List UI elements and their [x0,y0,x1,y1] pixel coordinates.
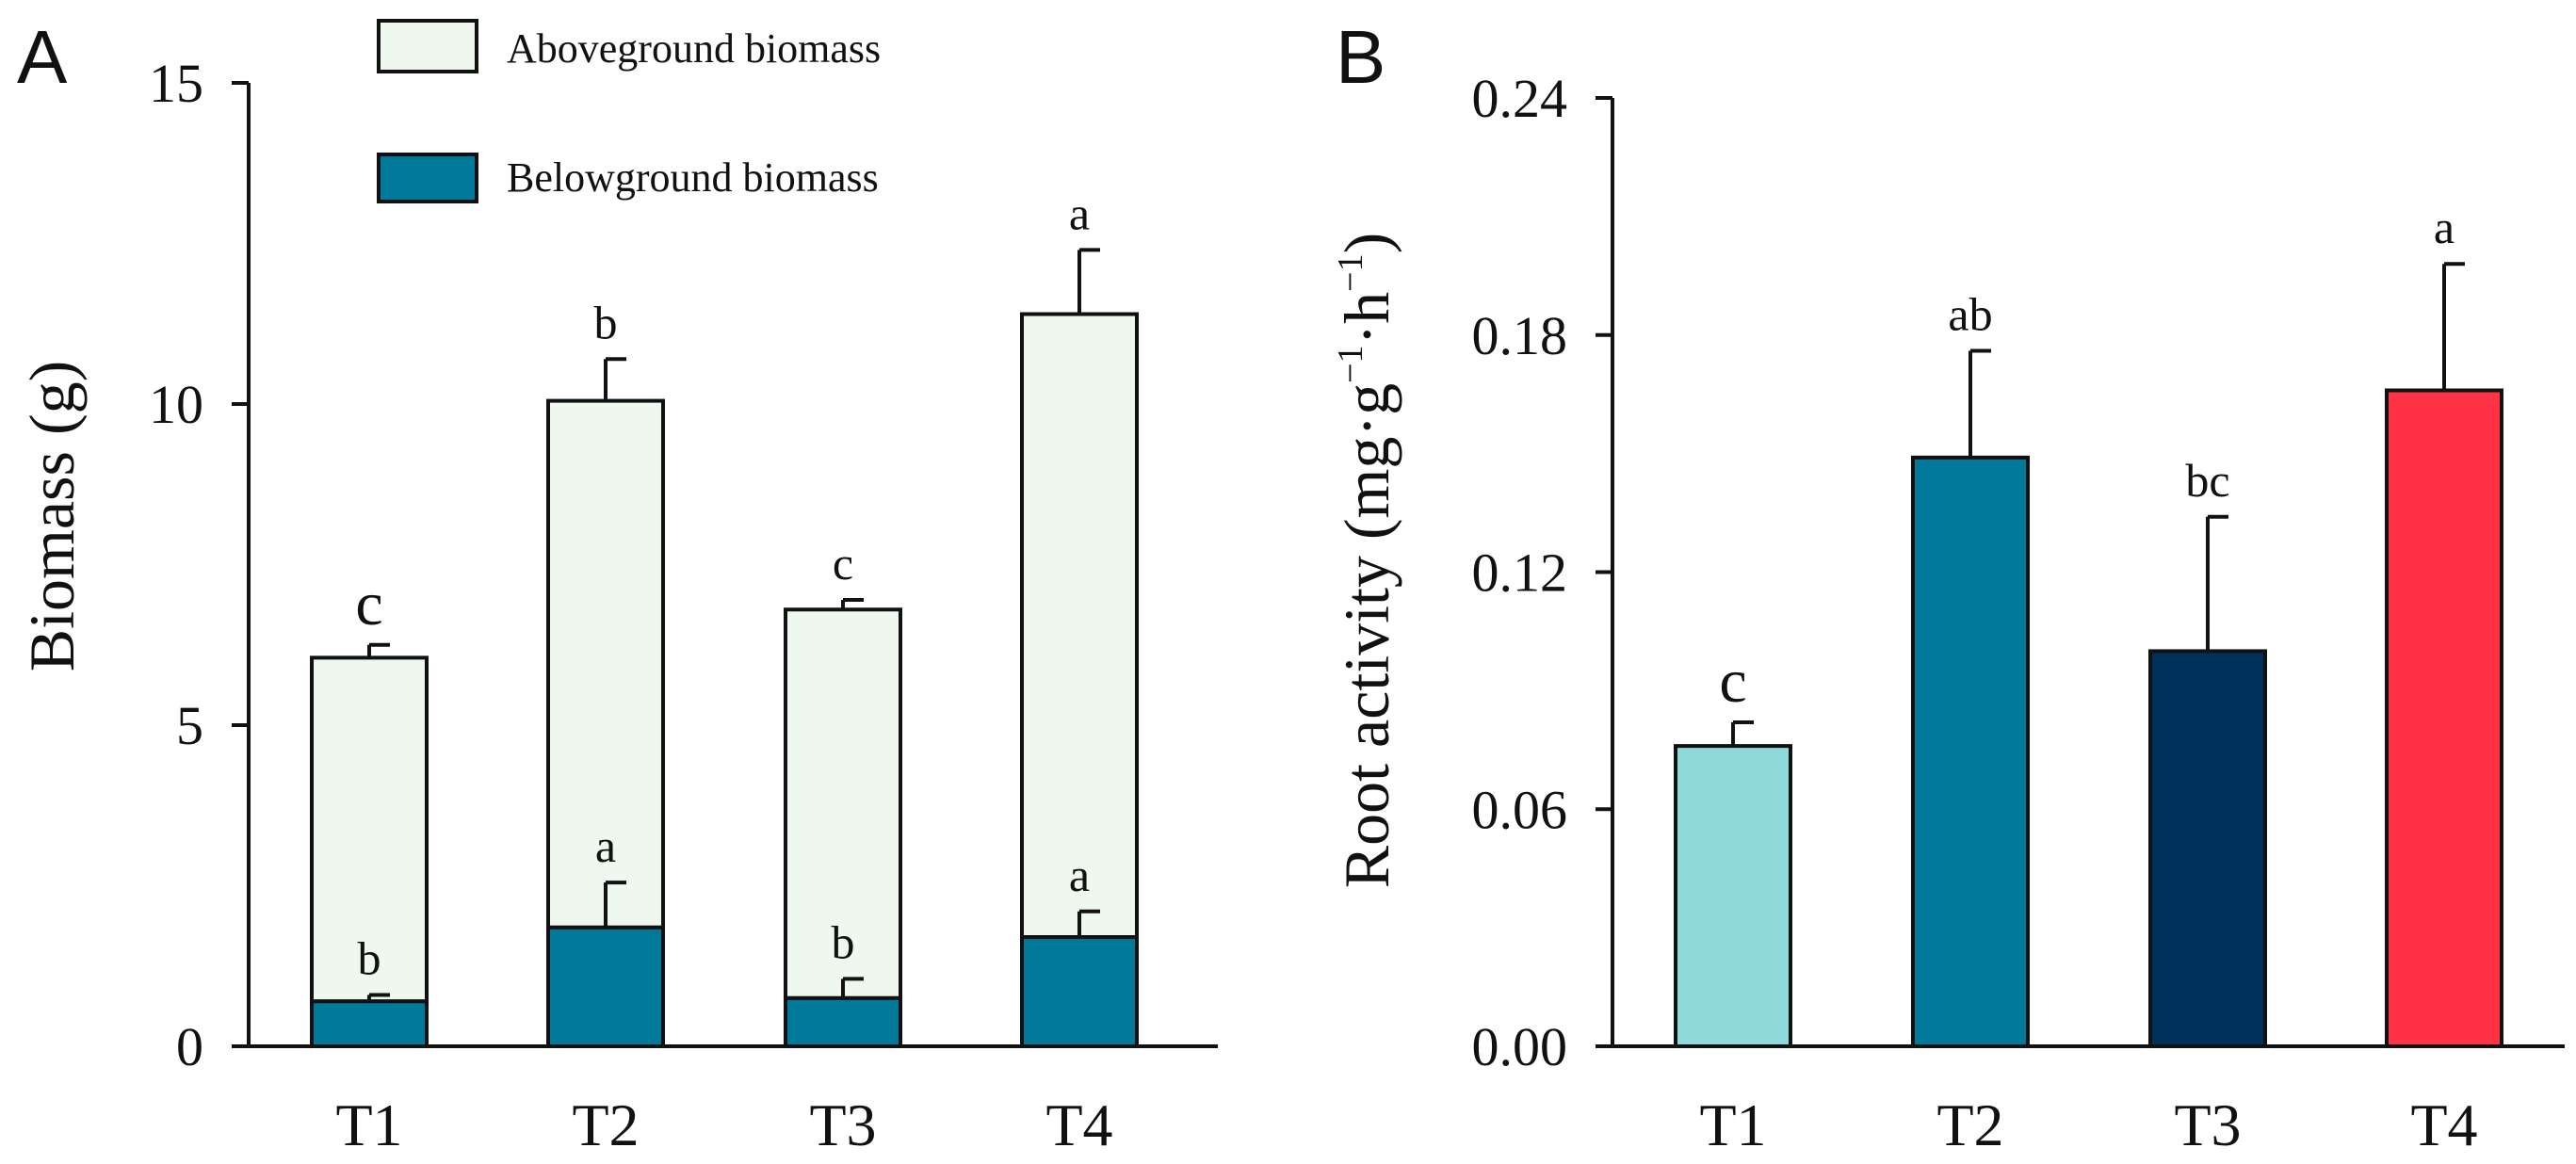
bar-root-activity-T2 [1911,455,2030,1048]
legend-label-belowground: Belowground biomass [507,154,879,201]
panel-a-xtick-label-T4: T4 [1045,1091,1112,1158]
panel-a-axes [247,83,1218,1048]
legend-swatch-aboveground [377,19,478,73]
panel-b-ylabel-sup1: −1 [1331,345,1370,382]
panel-a-xtick-label-T2: T2 [572,1091,639,1158]
panel-b-axes [1611,98,2565,1048]
panel-b-ytick-label-2: 0.12 [1472,542,1568,604]
bar-belowground-T4 [1020,935,1139,1048]
panel-a-bars: c b b a c b a a [310,186,1139,1049]
letter-root-activity-T1: c [1719,647,1746,716]
letter-root-activity-T3: bc [2185,454,2229,507]
panel-b-xtick-label-T4: T4 [2410,1091,2477,1158]
panel-b-ylabel: Root activity (mg·g−1·h−1) [1331,233,1402,889]
bar-belowground-T2 [546,925,665,1049]
panel-a: A Biomass (g) 0 5 10 15 c b b a c b a a T1 T2 T3 T4 A… [16,15,1218,1158]
bar-root-activity-T1 [1674,744,1792,1048]
panel-b: B Root activity (mg·g−1·h−1) 0.000.060.1… [1331,15,2565,1158]
panel-b-ytick-label-1: 0.06 [1472,779,1568,840]
panel-a-ytick-label-2: 10 [149,374,203,435]
panel-b-ylabel-end: ) [1331,233,1402,254]
panel-b-ytick-label-4: 0.24 [1472,68,1568,129]
letter-aboveground-T3: c [833,537,853,590]
letter-aboveground-T2: b [594,296,618,348]
bar-belowground-T3 [784,995,902,1048]
panel-b-ytick-label-0: 0.00 [1472,1016,1568,1077]
letter-belowground-T2: a [595,819,616,872]
panel-a-xtick-label-T3: T3 [809,1091,876,1158]
letter-aboveground-T4: a [1069,186,1090,239]
panel-a-ytick-label-1: 5 [176,695,203,756]
panel-b-yticks: 0.00 0.06 0.12 0.18 0.24 [1472,68,1612,1077]
bar-root-activity-T3 [2148,649,2267,1049]
legend-swatch-belowground [377,153,478,203]
letter-belowground-T4: a [1069,849,1090,901]
panel-b-xticks: T1 T2 T3 T4 [1699,1091,2477,1158]
panel-a-legend: Aboveground biomass Belowground biomass [377,19,881,203]
legend-label-aboveground: Aboveground biomass [507,25,881,72]
bar-belowground-T1 [310,999,429,1049]
letter-belowground-T1: b [358,931,381,984]
panel-b-ylabel-sup2: −1 [1331,253,1370,291]
panel-a-ytick-label-0: 0 [176,1016,203,1077]
panel-a-label: A [17,15,68,99]
panel-b-ylabel-mid: ·h [1331,292,1402,346]
panel-b-label: B [1336,15,1385,99]
bar-aboveground-T4 [1020,312,1139,940]
panel-b-ylabel-main: Root activity (mg·g [1331,383,1402,888]
panel-b-bars: c ab bc a [1674,201,2503,1049]
panel-b-xtick-label-T3: T3 [2174,1091,2241,1158]
panel-b-xtick-label-T2: T2 [1936,1091,2003,1158]
bar-aboveground-T1 [310,655,429,1004]
panel-a-xticks: T1 T2 T3 T4 [335,1091,1112,1158]
panel-a-ytick-label-3: 15 [149,53,203,114]
bar-root-activity-T4 [2385,388,2503,1049]
panel-b-xtick-label-T1: T1 [1699,1091,1766,1158]
panel-a-yticks: 0 5 10 15 [149,53,249,1077]
letter-root-activity-T4: a [2434,201,2454,253]
letter-belowground-T3: b [832,915,855,968]
letter-aboveground-T1: c [355,570,382,639]
panel-a-xtick-label-T1: T1 [335,1091,402,1158]
panel-a-ylabel: Biomass (g) [16,361,88,672]
panel-b-ytick-label-3: 0.18 [1472,305,1568,366]
letter-root-activity-T2: ab [1948,288,1992,341]
